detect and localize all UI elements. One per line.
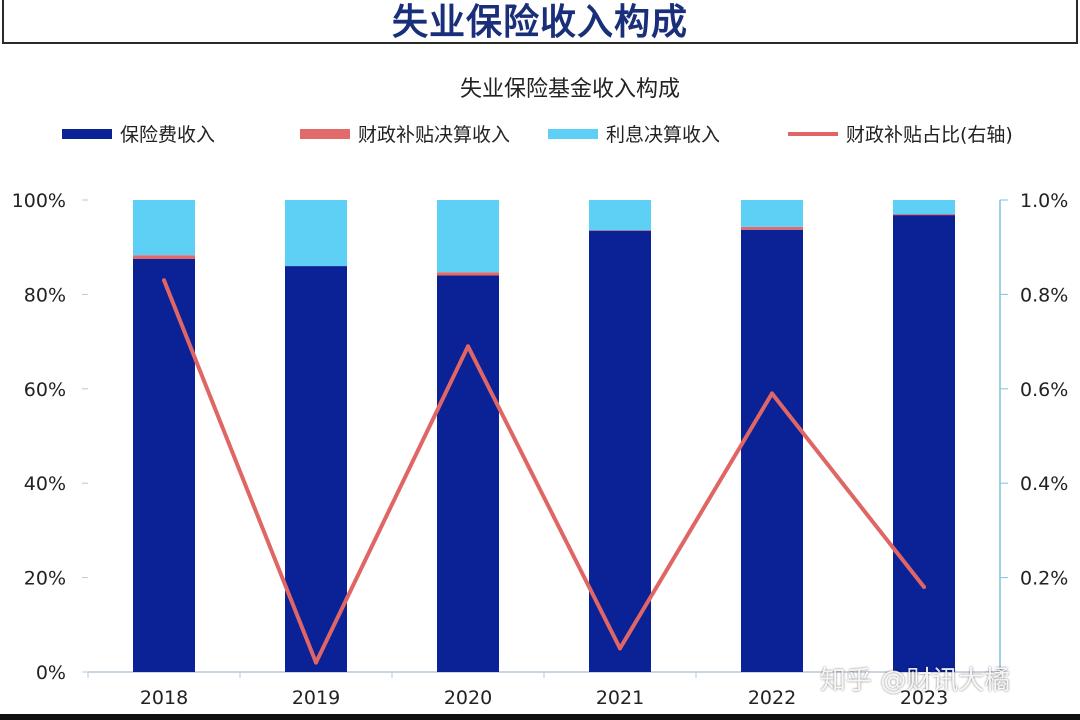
bar-premium <box>893 215 955 672</box>
legend-swatch <box>548 129 598 139</box>
left-y-tick-label: 80% <box>24 284 66 306</box>
chart-title: 失业保险基金收入构成 <box>460 77 680 102</box>
bar-interest <box>741 200 803 227</box>
bar-interest <box>437 200 499 273</box>
x-tick-label: 2022 <box>748 687 796 709</box>
x-tick-label: 2019 <box>292 687 340 709</box>
ratio-line <box>162 279 926 665</box>
left-y-tick-label: 100% <box>12 190 66 212</box>
legend-swatch <box>300 129 350 139</box>
legend: 保险费收入 财政补贴决算收入 利息决算收入 财政补贴占比(右轴) <box>62 124 1013 146</box>
bar-premium <box>133 259 195 672</box>
legend-swatch <box>62 129 112 139</box>
right-y-tick-label: 0.4% <box>1020 473 1068 495</box>
ratio-point <box>922 585 926 590</box>
bar-premium <box>285 266 347 672</box>
watermark: 知乎 @财讯大橘 <box>820 666 1011 696</box>
right-y-tick-label: 0.2% <box>1020 568 1068 590</box>
legend-label: 财政补贴决算收入 <box>358 124 510 146</box>
bar-interest <box>133 200 195 256</box>
bar-premium <box>437 275 499 672</box>
axes: 0% 20% 40% 60% 80% 100% 0.2% 0.4% 0.6% 0.8% 1.0% 20… <box>12 190 1069 709</box>
left-y-tick-label: 20% <box>24 568 66 590</box>
bar-fiscal-subsidy <box>437 272 499 276</box>
bar-interest <box>589 200 651 231</box>
ratio-point <box>770 391 774 396</box>
bars <box>133 200 955 672</box>
right-y-tick-label: 1.0% <box>1020 190 1068 212</box>
bottom-bar <box>0 714 1080 720</box>
bar-interest <box>893 200 955 215</box>
bar-premium <box>741 229 803 672</box>
legend-label: 利息决算收入 <box>606 124 720 146</box>
ratio-point <box>618 646 622 651</box>
legend-label: 财政补贴占比(右轴) <box>846 124 1013 146</box>
bar-premium <box>589 230 651 672</box>
left-y-tick-label: 60% <box>24 379 66 401</box>
x-tick-label: 2023 <box>900 687 948 709</box>
x-tick-label: 2020 <box>444 687 492 709</box>
x-tick-label: 2021 <box>596 687 644 709</box>
legend-label: 保险费收入 <box>120 124 215 146</box>
bar-fiscal-subsidy <box>133 255 195 259</box>
bar-interest <box>285 200 347 267</box>
ratio-point <box>162 278 166 283</box>
ratio-point <box>466 344 470 349</box>
ratio-line-group <box>162 278 926 665</box>
ratio-point <box>314 660 318 665</box>
bar-fiscal-subsidy <box>741 226 803 230</box>
right-y-tick-label: 0.6% <box>1020 379 1068 401</box>
right-y-tick-label: 0.8% <box>1020 284 1068 306</box>
left-y-tick-label: 0% <box>36 662 66 684</box>
left-y-tick-label: 40% <box>24 473 66 495</box>
x-tick-label: 2018 <box>140 687 188 709</box>
slide-title: 失业保险收入构成 <box>391 2 688 43</box>
